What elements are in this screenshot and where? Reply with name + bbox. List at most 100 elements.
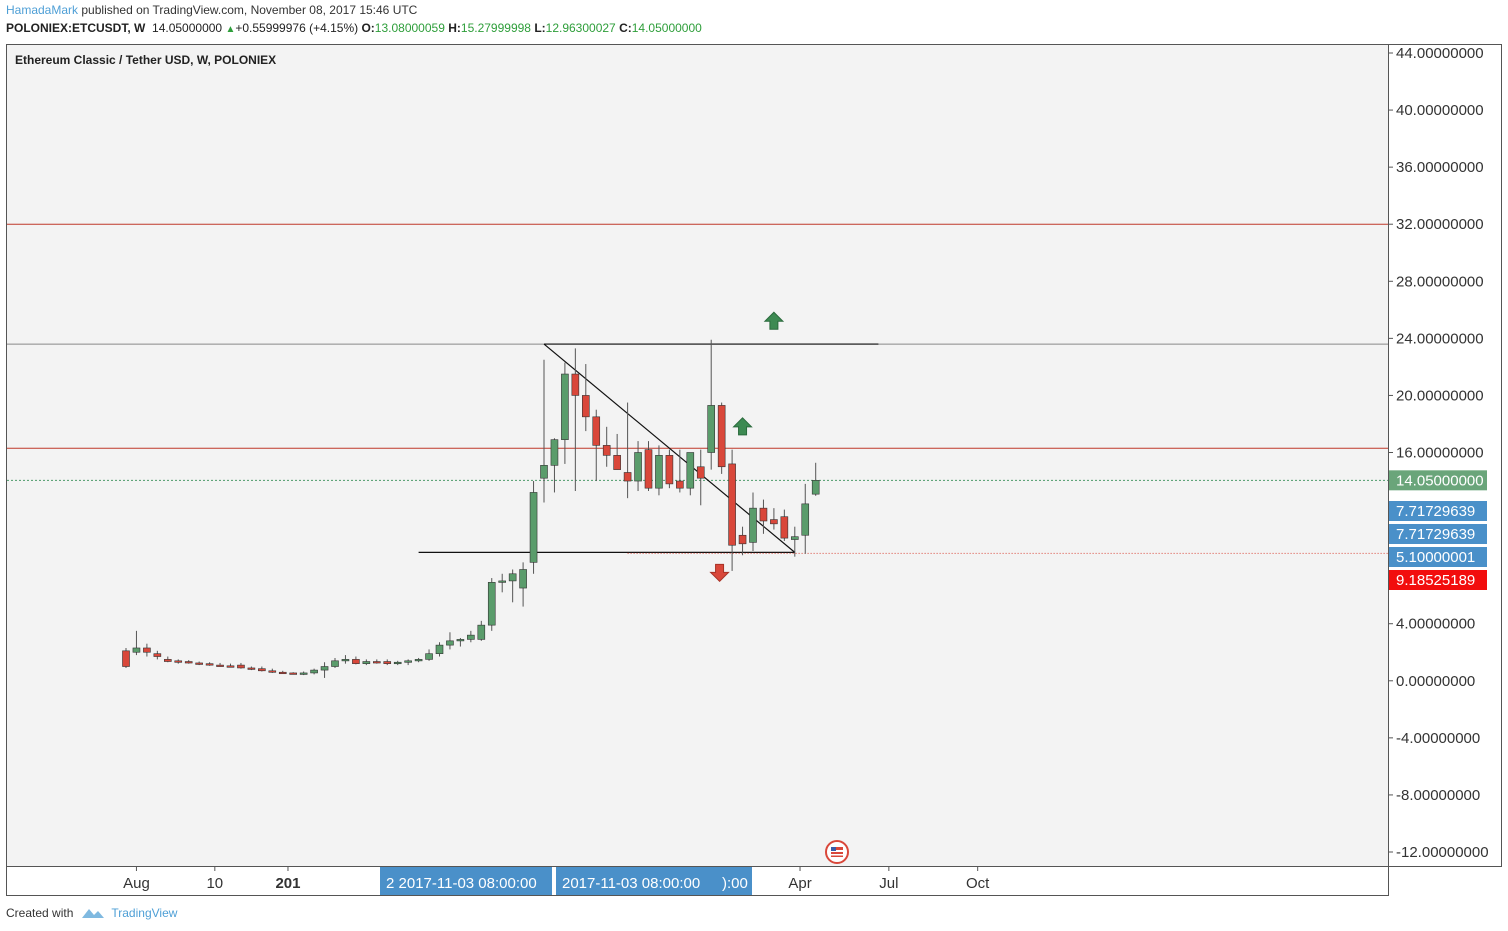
candle-body	[205, 663, 214, 666]
price-badge	[1389, 501, 1487, 521]
candle-body	[404, 660, 412, 663]
candle-body	[331, 660, 339, 667]
tradingview-logo-icon	[82, 909, 105, 918]
close-label: C:	[619, 21, 632, 35]
candle-body	[759, 507, 768, 522]
candle-body	[655, 455, 663, 489]
crosshair-date-badge	[716, 867, 752, 895]
candle-body	[372, 661, 381, 664]
candle-body	[341, 659, 350, 662]
y-tick-label: 16.00000000	[1396, 445, 1484, 462]
candle-body	[602, 445, 611, 456]
candle-body	[665, 455, 674, 485]
candle-body	[143, 647, 151, 653]
plot-area[interactable]	[6, 44, 1389, 867]
candle-body	[174, 660, 183, 663]
candle-body	[749, 507, 757, 543]
x-tick-label: Aug	[123, 875, 150, 892]
candle-body	[425, 653, 433, 660]
price-badge-label: 7.71729639	[1396, 503, 1475, 520]
x-tick-label: 10	[206, 875, 223, 892]
tradingview-link[interactable]: TradingView	[111, 906, 178, 920]
low-value: 12.96300027	[545, 21, 616, 35]
candle-body	[780, 516, 789, 539]
y-axis-ticks: 44.00000000 40.00000000 36.00000000 32.0000…	[1388, 45, 1489, 861]
candle-body	[456, 639, 465, 642]
price-badges: 14.05000000 7.71729639 7.71729639 5.1000000…	[1389, 470, 1487, 590]
price-badge-label: 5.10000001	[1396, 549, 1475, 566]
candle-body	[529, 492, 538, 563]
candle-body	[707, 405, 716, 453]
change-value: +0.55999976 (+4.15%)	[235, 21, 359, 35]
crosshair-date-label: 2 2017-11-03 08:00:00	[386, 875, 537, 892]
candle-body	[592, 416, 601, 446]
footer: Created with TradingView	[6, 906, 177, 920]
candle-body	[790, 536, 799, 540]
candle-body	[717, 405, 726, 468]
y-tick-label: -8.00000000	[1396, 787, 1480, 804]
candle-body	[247, 667, 256, 670]
high-label: H:	[448, 21, 461, 35]
y-tick-label: 20.00000000	[1396, 387, 1484, 404]
candle-body	[362, 661, 371, 664]
candle-body	[164, 659, 172, 662]
x-tick-label: Oct	[966, 875, 990, 892]
last-price: 14.05000000	[152, 21, 223, 35]
open-label: O:	[361, 21, 375, 35]
y-tick-label: 24.00000000	[1396, 330, 1484, 347]
candles	[122, 339, 820, 678]
high-value: 15.27999998	[460, 21, 531, 35]
y-tick-label: 4.00000000	[1396, 616, 1475, 633]
open-value: 13.08000059	[374, 21, 445, 35]
published-text: published on TradingView.com, November 0…	[81, 3, 418, 17]
candle-body	[613, 455, 621, 470]
candle-body	[498, 580, 507, 583]
x-tick-label: Apr	[788, 875, 811, 892]
price-badge	[1389, 570, 1487, 590]
candle-body	[540, 465, 548, 479]
x-tick-label: 201	[275, 875, 300, 892]
author-link[interactable]: HamadaMark	[6, 3, 79, 17]
candle-body	[352, 659, 360, 664]
candle-body	[268, 670, 277, 673]
created-with-text: Created with	[6, 906, 74, 920]
candle-body	[644, 449, 653, 489]
close-value: 14.05000000	[631, 21, 702, 35]
candle-body	[226, 665, 235, 668]
price-badge-label: 14.05000000	[1396, 472, 1484, 489]
crosshair-date-badge	[380, 867, 552, 895]
candle-body	[467, 634, 475, 640]
candle-body	[153, 653, 162, 657]
candle-body	[435, 644, 444, 654]
candle-body	[446, 640, 454, 646]
arrow-down-icon	[709, 563, 730, 583]
y-tick-label: 36.00000000	[1396, 159, 1484, 176]
candle-body	[623, 472, 632, 482]
y-tick-label: 0.00000000	[1396, 673, 1475, 690]
candle-body	[801, 503, 810, 536]
up-triangle-icon: ▲	[225, 24, 236, 35]
us-flag-icon[interactable]	[825, 840, 849, 864]
y-tick-label: 40.00000000	[1396, 102, 1484, 119]
candle-body	[686, 452, 695, 489]
quote-bar: POLONIEX:ETCUSDT, W 14.05000000 ▲+0.5599…	[6, 21, 702, 35]
candle-body	[132, 647, 141, 653]
price-badge	[1389, 470, 1487, 491]
chart-title: Ethereum Classic / Tether USD, W, POLONI…	[15, 53, 276, 67]
candle-body	[216, 664, 224, 667]
crosshair-date-label: ):00	[722, 875, 748, 892]
candle-body	[258, 668, 266, 672]
candle-body	[320, 666, 329, 671]
crosshair-date-label: 2017-11-03 08:00:00	[562, 875, 700, 892]
candle-body	[289, 672, 298, 675]
candle-body	[571, 373, 580, 396]
arrows	[709, 311, 785, 583]
candle-body	[414, 659, 423, 662]
publish-header: HamadaMark published on TradingView.com,…	[6, 3, 417, 17]
candle-body	[634, 452, 642, 482]
candle-body	[811, 480, 820, 495]
price-axis[interactable]	[1388, 44, 1502, 867]
price-badge	[1389, 524, 1487, 544]
price-badge-label: 9.18525189	[1396, 572, 1475, 589]
